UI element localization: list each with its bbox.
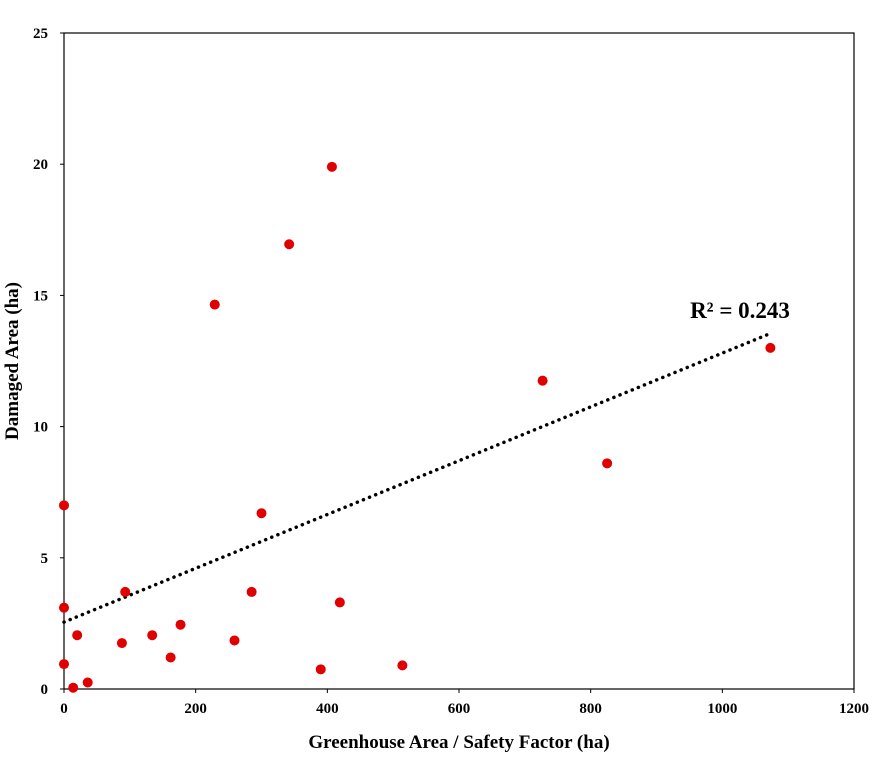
data-point bbox=[59, 602, 69, 613]
data-point bbox=[68, 682, 79, 693]
data-point bbox=[59, 659, 69, 670]
data-point bbox=[326, 161, 337, 172]
plot-area bbox=[63, 32, 855, 690]
x-tick-label: 1000 bbox=[707, 701, 737, 717]
r-squared-label: R² = 0.243 bbox=[690, 298, 790, 323]
x-tick-label: 400 bbox=[316, 701, 339, 717]
y-axis-title: Damaged Area (ha) bbox=[2, 282, 23, 440]
trendline-layer bbox=[62, 331, 773, 624]
data-point bbox=[246, 586, 257, 597]
data-point bbox=[229, 635, 240, 646]
data-point bbox=[116, 638, 127, 649]
data-point bbox=[602, 458, 613, 469]
x-axis-title: Greenhouse Area / Safety Factor (ha) bbox=[308, 732, 609, 753]
y-tick-label: 15 bbox=[33, 288, 48, 304]
data-point bbox=[256, 508, 267, 519]
data-point bbox=[147, 630, 158, 641]
x-tick-label: 1200 bbox=[839, 701, 869, 717]
data-point bbox=[334, 597, 345, 608]
x-tick-label: 0 bbox=[60, 701, 68, 717]
data-point bbox=[120, 586, 131, 597]
y-tick-label: 0 bbox=[41, 682, 49, 698]
y-tick-label: 5 bbox=[41, 551, 49, 567]
x-tick-label: 200 bbox=[184, 701, 207, 717]
data-points bbox=[59, 161, 776, 693]
data-point bbox=[284, 239, 295, 250]
data-point bbox=[209, 299, 220, 310]
data-point bbox=[765, 342, 776, 353]
data-point bbox=[82, 677, 93, 688]
y-tick-label: 25 bbox=[33, 26, 48, 42]
x-tick-label: 800 bbox=[579, 701, 602, 717]
data-point bbox=[59, 500, 69, 511]
data-point bbox=[315, 664, 326, 675]
data-point bbox=[397, 660, 408, 671]
data-point bbox=[175, 619, 186, 630]
data-point bbox=[72, 630, 83, 641]
y-axis-ticks: 0 5 10 15 20 25 bbox=[33, 26, 64, 698]
data-point bbox=[165, 652, 176, 663]
x-axis-ticks: 0 200 400 600 800 1000 1200 bbox=[60, 689, 869, 717]
trendline bbox=[62, 331, 773, 624]
y-tick-label: 20 bbox=[33, 157, 48, 173]
y-tick-label: 10 bbox=[33, 420, 48, 436]
x-tick-label: 600 bbox=[448, 701, 471, 717]
data-point bbox=[537, 375, 548, 386]
